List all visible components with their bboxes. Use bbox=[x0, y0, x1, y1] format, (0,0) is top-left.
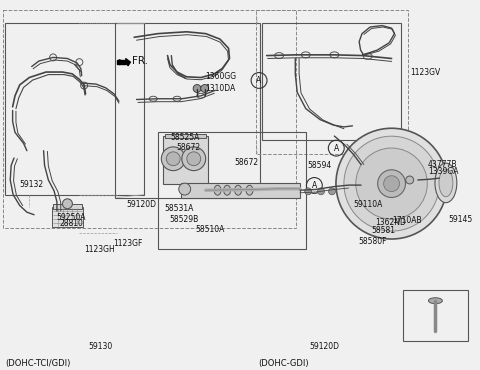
Bar bbox=[3, 10, 296, 228]
Text: 59132: 59132 bbox=[20, 180, 44, 189]
Circle shape bbox=[62, 199, 72, 209]
Text: 58510A: 58510A bbox=[196, 225, 225, 234]
Bar bbox=[262, 23, 401, 140]
Circle shape bbox=[344, 136, 439, 231]
Text: (DOHC-TCI/GDI): (DOHC-TCI/GDI) bbox=[5, 359, 71, 367]
Bar bbox=[115, 23, 261, 198]
Text: 59120D: 59120D bbox=[126, 200, 156, 209]
Text: 58529B: 58529B bbox=[169, 215, 199, 224]
Circle shape bbox=[318, 188, 324, 195]
Ellipse shape bbox=[224, 185, 230, 195]
Text: FR.: FR. bbox=[132, 57, 148, 67]
Ellipse shape bbox=[246, 185, 253, 195]
Bar bbox=[52, 208, 83, 227]
Circle shape bbox=[179, 183, 191, 195]
Text: 43777B: 43777B bbox=[428, 160, 457, 169]
Text: 1123GV: 1123GV bbox=[410, 68, 440, 77]
Text: 1123GH: 1123GH bbox=[84, 245, 115, 254]
Ellipse shape bbox=[235, 185, 241, 195]
Circle shape bbox=[166, 152, 180, 166]
Circle shape bbox=[182, 147, 205, 171]
Circle shape bbox=[187, 152, 201, 166]
Circle shape bbox=[305, 188, 312, 195]
Text: 58672: 58672 bbox=[234, 158, 258, 167]
Text: 59145: 59145 bbox=[449, 215, 473, 224]
Circle shape bbox=[406, 176, 414, 184]
Polygon shape bbox=[126, 58, 131, 66]
Circle shape bbox=[193, 85, 201, 92]
Bar bbox=[181, 183, 300, 198]
Circle shape bbox=[161, 147, 185, 171]
Text: A: A bbox=[256, 76, 262, 85]
Text: 1710AB: 1710AB bbox=[393, 216, 422, 225]
Text: 1339GA: 1339GA bbox=[428, 168, 458, 176]
Text: 59250A: 59250A bbox=[57, 213, 86, 222]
Bar bbox=[163, 136, 208, 184]
Bar bbox=[158, 132, 306, 249]
Text: 58531A: 58531A bbox=[165, 204, 194, 213]
Ellipse shape bbox=[435, 163, 457, 203]
Text: 58581: 58581 bbox=[372, 226, 396, 235]
Text: A: A bbox=[312, 181, 317, 190]
Bar bbox=[5, 23, 144, 195]
Circle shape bbox=[384, 176, 399, 192]
Text: 1310DA: 1310DA bbox=[205, 84, 236, 93]
Text: 59110A: 59110A bbox=[353, 200, 383, 209]
Polygon shape bbox=[117, 60, 126, 64]
Ellipse shape bbox=[439, 169, 453, 197]
Text: 58594: 58594 bbox=[308, 161, 332, 170]
Text: 1123GF: 1123GF bbox=[113, 239, 142, 248]
Text: 1362ND: 1362ND bbox=[375, 218, 406, 227]
Circle shape bbox=[336, 128, 447, 239]
Text: 58525A: 58525A bbox=[170, 134, 199, 142]
Circle shape bbox=[201, 85, 209, 92]
Bar bbox=[53, 204, 82, 209]
Ellipse shape bbox=[214, 185, 221, 195]
Bar bbox=[165, 134, 205, 138]
Circle shape bbox=[378, 170, 406, 198]
Circle shape bbox=[328, 188, 336, 195]
Text: 28810: 28810 bbox=[60, 219, 83, 228]
Text: 59120D: 59120D bbox=[310, 342, 340, 351]
Text: 58580F: 58580F bbox=[358, 237, 387, 246]
Ellipse shape bbox=[429, 298, 443, 304]
Text: 1360GG: 1360GG bbox=[205, 73, 237, 81]
Text: A: A bbox=[334, 144, 339, 153]
Text: (DOHC-GDI): (DOHC-GDI) bbox=[258, 359, 309, 367]
Bar bbox=[256, 10, 408, 154]
Circle shape bbox=[356, 148, 427, 219]
Text: 58672: 58672 bbox=[176, 142, 200, 152]
Bar bbox=[404, 290, 468, 341]
Text: 59130: 59130 bbox=[89, 342, 113, 351]
